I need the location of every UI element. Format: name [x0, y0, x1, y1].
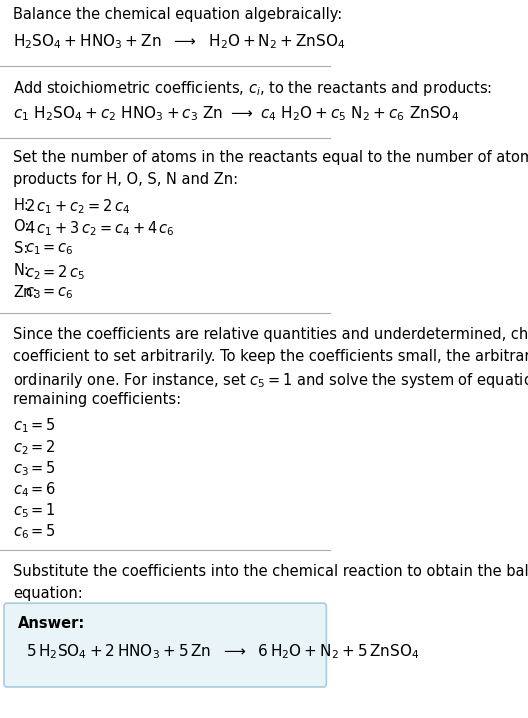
Text: Set the number of atoms in the reactants equal to the number of atoms in the: Set the number of atoms in the reactants… [13, 150, 528, 165]
Text: $2\,c_1 + c_2 = 2\,c_4$: $2\,c_1 + c_2 = 2\,c_4$ [25, 197, 130, 216]
Text: remaining coefficients:: remaining coefficients: [13, 393, 181, 407]
Text: Since the coefficients are relative quantities and underdetermined, choose a: Since the coefficients are relative quan… [13, 327, 528, 342]
Text: $c_1\ \mathregular{H_2SO_4} + c_2\ \mathregular{HNO_3} + c_3\ \mathregular{Zn}\ : $c_1\ \mathregular{H_2SO_4} + c_2\ \math… [13, 104, 459, 123]
Text: ordinarily one. For instance, set $c_5 = 1$ and solve the system of equations fo: ordinarily one. For instance, set $c_5 =… [13, 370, 528, 390]
Text: $c_3 = c_6$: $c_3 = c_6$ [25, 285, 73, 301]
Text: Balance the chemical equation algebraically:: Balance the chemical equation algebraica… [13, 7, 343, 22]
Text: $\mathregular{H_2SO_4 + HNO_3 + Zn \ \ \longrightarrow \ \ H_2O + N_2 + ZnSO_4}$: $\mathregular{H_2SO_4 + HNO_3 + Zn \ \ \… [13, 32, 346, 51]
Text: S:: S: [14, 241, 28, 256]
Text: products for H, O, S, N and Zn:: products for H, O, S, N and Zn: [13, 172, 238, 187]
Text: Add stoichiometric coefficients, $c_i$, to the reactants and products:: Add stoichiometric coefficients, $c_i$, … [13, 79, 493, 98]
Text: $c_2 = 2\,c_5$: $c_2 = 2\,c_5$ [25, 264, 85, 282]
Text: Zn:: Zn: [14, 285, 38, 300]
Text: $5\,\mathregular{H_2SO_4} + 2\,\mathregular{HNO_3} + 5\,\mathregular{Zn}\ \ \lon: $5\,\mathregular{H_2SO_4} + 2\,\mathregu… [26, 643, 420, 661]
Text: $c_5 = 1$: $c_5 = 1$ [13, 502, 56, 521]
Text: N:: N: [14, 264, 30, 279]
Text: $4\,c_1 + 3\,c_2 = c_4 + 4\,c_6$: $4\,c_1 + 3\,c_2 = c_4 + 4\,c_6$ [25, 220, 175, 238]
Text: $c_6 = 5$: $c_6 = 5$ [13, 523, 56, 541]
Text: $c_2 = 2$: $c_2 = 2$ [13, 438, 56, 457]
FancyBboxPatch shape [4, 603, 326, 687]
Text: Substitute the coefficients into the chemical reaction to obtain the balanced: Substitute the coefficients into the che… [13, 564, 528, 579]
Text: equation:: equation: [13, 586, 83, 600]
Text: $c_1 = 5$: $c_1 = 5$ [13, 416, 56, 435]
Text: O:: O: [14, 220, 30, 235]
Text: $c_3 = 5$: $c_3 = 5$ [13, 459, 56, 477]
Text: coefficient to set arbitrarily. To keep the coefficients small, the arbitrary va: coefficient to set arbitrarily. To keep … [13, 349, 528, 363]
Text: $c_4 = 6$: $c_4 = 6$ [13, 480, 56, 499]
Text: Answer:: Answer: [18, 616, 86, 631]
Text: $c_1 = c_6$: $c_1 = c_6$ [25, 241, 73, 257]
Text: H:: H: [14, 197, 30, 213]
